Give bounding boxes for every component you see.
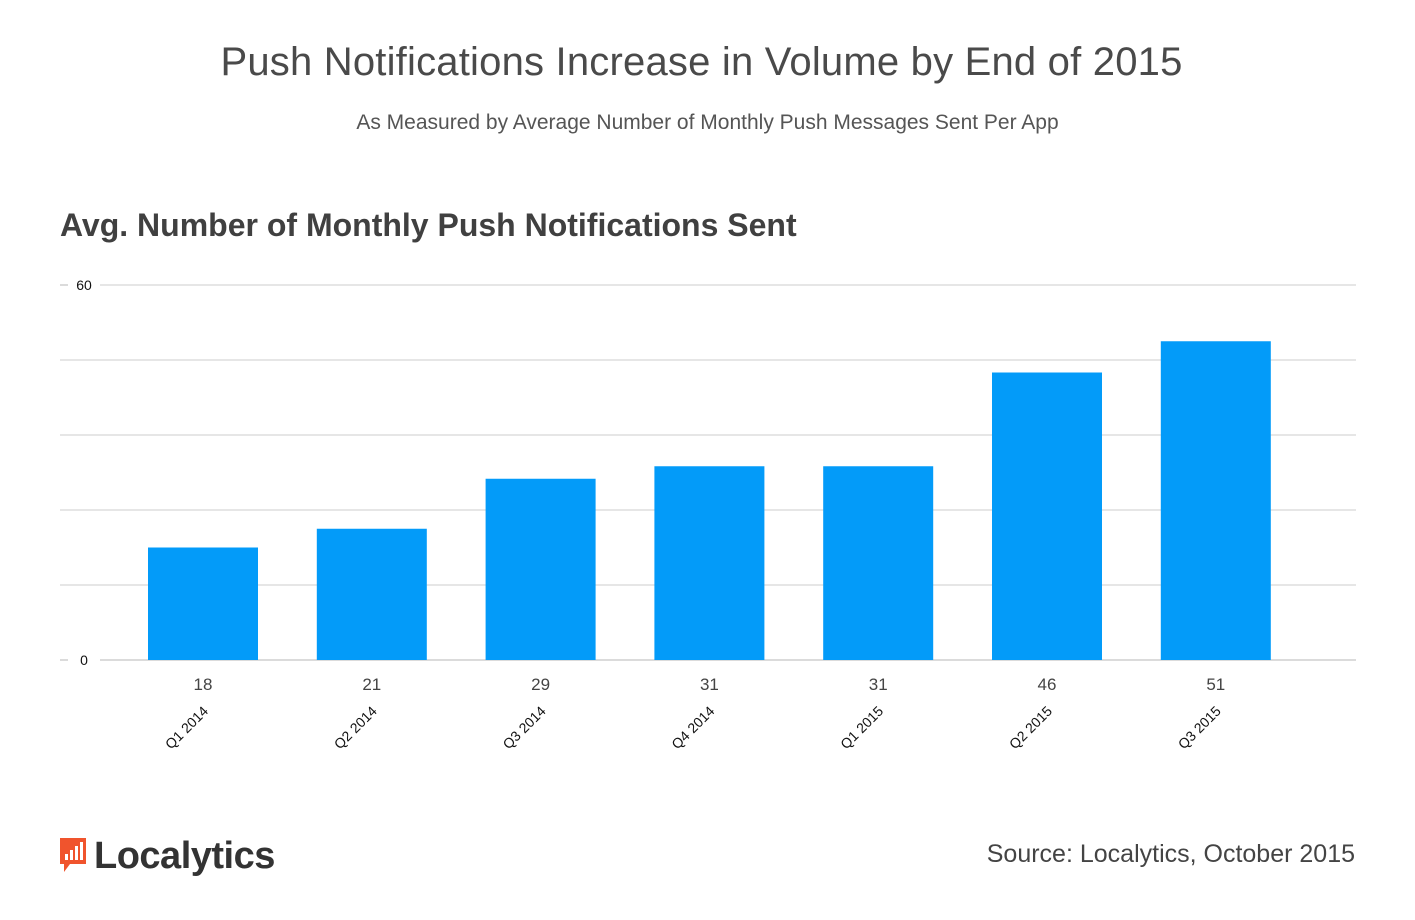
localytics-logo-icon — [60, 838, 86, 872]
bar — [654, 466, 765, 660]
data-label: 51 — [1206, 675, 1225, 694]
data-label: 31 — [869, 675, 888, 694]
bar — [485, 478, 596, 660]
x-tick-label: Q2 2014 — [331, 703, 380, 752]
data-label: 46 — [1038, 675, 1057, 694]
bar — [1160, 341, 1271, 660]
bar — [823, 466, 934, 660]
chart-title: Avg. Number of Monthly Push Notification… — [60, 207, 797, 243]
bar — [992, 372, 1102, 660]
bar — [148, 547, 258, 660]
localytics-logo: Localytics — [60, 834, 275, 878]
data-label: 18 — [194, 675, 213, 694]
page-subtitle: As Measured by Average Number of Monthly… — [356, 111, 1059, 134]
data-label: 21 — [362, 675, 381, 694]
x-tick-label: Q2 2015 — [1006, 703, 1055, 752]
data-label: 31 — [700, 675, 719, 694]
x-tick-label: Q3 2014 — [499, 703, 548, 752]
y-tick-label: 60 — [76, 277, 92, 293]
x-tick-label: Q4 2014 — [668, 703, 717, 752]
y-tick-label: 0 — [80, 652, 88, 668]
data-label: 29 — [531, 675, 550, 694]
x-tick-label: Q1 2014 — [162, 703, 211, 752]
bar — [316, 528, 427, 660]
page-title: Push Notifications Increase in Volume by… — [220, 40, 1183, 84]
x-tick-label: Q3 2015 — [1175, 703, 1224, 752]
x-tick-label: Q1 2015 — [837, 703, 886, 752]
source-note: Source: Localytics, October 2015 — [986, 840, 1355, 868]
logo-text: Localytics — [94, 835, 275, 877]
